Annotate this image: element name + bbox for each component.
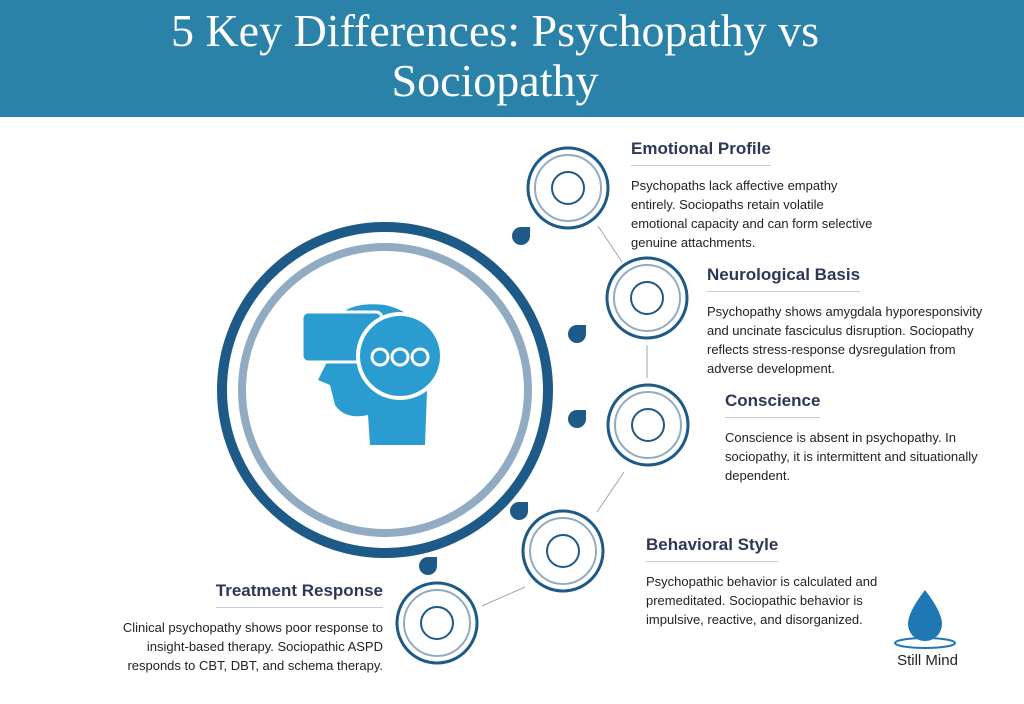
item-body: Psychopaths lack affective empathy entir…	[631, 178, 873, 250]
item-title: Behavioral Style	[646, 535, 779, 562]
node-inner	[529, 517, 597, 585]
item: Neurological Basis Psychopathy shows amyg…	[707, 265, 997, 378]
item: Behavioral Style Psychopathic behavior is…	[646, 535, 891, 629]
inner-ring	[238, 243, 532, 537]
drop	[512, 227, 530, 245]
drop	[510, 502, 528, 520]
drop	[419, 557, 437, 575]
center-icon	[300, 304, 444, 445]
node-icon	[546, 534, 580, 568]
header	[0, 0, 1024, 117]
node-inner	[614, 391, 682, 459]
item-body: Clinical psychopathy shows poor response…	[122, 620, 383, 673]
node-icon	[551, 171, 585, 205]
outer-ring	[217, 222, 553, 558]
node-outer	[395, 581, 479, 665]
item: Emotional Profile Psychopaths lack affect…	[631, 139, 881, 252]
item-title: Treatment Response	[215, 581, 383, 608]
node-outer	[521, 509, 605, 593]
item-body: Psychopathy shows amygdala hyporesponsiv…	[707, 304, 983, 376]
drop	[568, 325, 586, 343]
item: Treatment Response Clinical psychopathy s…	[103, 581, 383, 675]
node-icon	[630, 281, 664, 315]
item-title: Neurological Basis	[707, 265, 861, 292]
node-inner	[534, 154, 602, 222]
item-title: Emotional Profile	[631, 139, 771, 166]
title: 5 Key Differences: Psychopathy vs Sociop…	[170, 5, 820, 106]
drop	[568, 410, 586, 428]
node-inner	[403, 589, 471, 657]
item-body: Conscience is absent in psychopathy. In …	[725, 430, 978, 483]
node-icon	[420, 606, 454, 640]
connectors	[481, 225, 648, 607]
logo-icon	[894, 590, 956, 649]
node-outer	[606, 383, 690, 467]
node-outer	[526, 146, 610, 230]
item-body: Psychopathic behavior is calculated and …	[646, 574, 878, 627]
item: Conscience Conscience is absent in psycho…	[725, 391, 995, 485]
logo-text: Still Mind	[897, 652, 958, 669]
item-title: Conscience	[725, 391, 821, 418]
node-outer	[605, 256, 689, 340]
node-inner	[613, 264, 681, 332]
node-icon	[631, 408, 665, 442]
